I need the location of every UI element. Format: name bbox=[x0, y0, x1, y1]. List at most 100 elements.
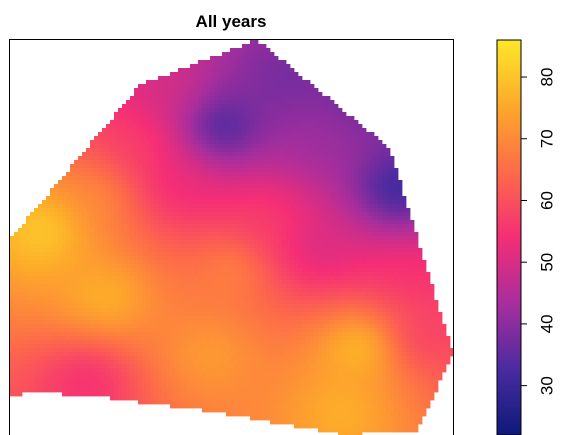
surface-cell bbox=[14, 296, 19, 301]
surface-cell bbox=[86, 208, 91, 213]
surface-cell bbox=[206, 220, 211, 225]
surface-cell bbox=[118, 132, 123, 137]
surface-cell bbox=[186, 212, 191, 217]
surface-cell bbox=[118, 128, 123, 133]
surface-cell bbox=[334, 292, 339, 297]
surface-cell bbox=[310, 148, 315, 153]
surface-cell bbox=[122, 148, 127, 153]
surface-cell bbox=[190, 96, 195, 101]
surface-cell bbox=[194, 124, 199, 129]
surface-cell bbox=[126, 208, 131, 213]
surface-cell bbox=[238, 112, 243, 117]
surface-cell bbox=[58, 248, 63, 253]
surface-cell bbox=[182, 140, 187, 145]
surface-cell bbox=[302, 300, 307, 305]
surface-cell bbox=[206, 264, 211, 269]
surface-cell bbox=[170, 72, 175, 77]
surface-cell bbox=[66, 304, 71, 309]
surface-cell bbox=[222, 104, 227, 109]
surface-cell bbox=[338, 276, 343, 281]
surface-cell bbox=[294, 280, 299, 285]
surface-cell bbox=[170, 100, 175, 105]
surface-cell bbox=[34, 264, 39, 269]
surface-cell bbox=[190, 304, 195, 309]
surface-cell bbox=[142, 168, 147, 173]
surface-cell bbox=[146, 168, 151, 173]
surface-cell bbox=[102, 220, 107, 225]
surface-cell bbox=[306, 140, 311, 145]
surface-cell bbox=[170, 200, 175, 205]
surface-cell bbox=[78, 180, 83, 185]
surface-cell bbox=[354, 244, 359, 249]
surface-cell bbox=[146, 80, 151, 85]
surface-cell bbox=[146, 264, 151, 269]
surface-cell bbox=[266, 212, 271, 217]
surface-cell bbox=[394, 248, 399, 253]
surface-cell bbox=[282, 248, 287, 253]
surface-cell bbox=[170, 168, 175, 173]
surface-cell bbox=[362, 132, 367, 137]
surface-cell bbox=[66, 248, 71, 253]
surface-cell bbox=[294, 176, 299, 181]
surface-cell bbox=[150, 124, 155, 129]
surface-cell bbox=[334, 136, 339, 141]
surface-cell bbox=[206, 184, 211, 189]
surface-cell bbox=[414, 248, 419, 253]
surface-cell bbox=[258, 180, 263, 185]
surface-cell bbox=[258, 204, 263, 209]
surface-cell bbox=[114, 112, 119, 117]
surface-cell bbox=[174, 236, 179, 241]
surface-cell bbox=[182, 88, 187, 93]
surface-cell bbox=[54, 276, 59, 281]
surface-cell bbox=[222, 248, 227, 253]
surface-cell bbox=[350, 240, 355, 245]
surface-cell bbox=[222, 164, 227, 169]
surface-cell bbox=[14, 240, 19, 245]
surface-cell bbox=[238, 172, 243, 177]
surface-cell bbox=[270, 116, 275, 121]
surface-cell bbox=[194, 120, 199, 125]
surface-cell bbox=[178, 272, 183, 277]
surface-cell bbox=[362, 220, 367, 225]
surface-cell bbox=[258, 144, 263, 149]
surface-cell bbox=[266, 76, 271, 81]
surface-cell bbox=[326, 96, 331, 101]
surface-cell bbox=[50, 220, 55, 225]
surface-cell bbox=[154, 136, 159, 141]
surface-cell bbox=[346, 284, 351, 289]
surface-cell bbox=[102, 180, 107, 185]
surface-cell bbox=[322, 268, 327, 273]
surface-cell bbox=[186, 288, 191, 293]
surface-cell bbox=[326, 284, 331, 289]
surface-cell bbox=[194, 268, 199, 273]
surface-cell bbox=[162, 168, 167, 173]
surface-cell bbox=[202, 216, 207, 221]
surface-cell bbox=[142, 296, 147, 301]
surface-cell bbox=[334, 268, 339, 273]
surface-cell bbox=[330, 300, 335, 305]
surface-cell bbox=[122, 260, 127, 265]
surface-cell bbox=[202, 76, 207, 81]
surface-cell bbox=[262, 128, 267, 133]
surface-cell bbox=[298, 276, 303, 281]
surface-cell bbox=[250, 164, 255, 169]
surface-cell bbox=[290, 112, 295, 117]
surface-cell bbox=[54, 216, 59, 221]
surface-cell bbox=[234, 172, 239, 177]
surface-cell bbox=[246, 256, 251, 261]
surface-cell bbox=[90, 220, 95, 225]
surface-cell bbox=[178, 268, 183, 273]
surface-cell bbox=[226, 132, 231, 137]
surface-cell bbox=[106, 172, 111, 177]
surface-cell bbox=[322, 144, 327, 149]
surface-cell bbox=[258, 160, 263, 165]
surface-cell bbox=[254, 236, 259, 241]
surface-cell bbox=[70, 208, 75, 213]
surface-cell bbox=[198, 204, 203, 209]
surface-cell bbox=[246, 108, 251, 113]
surface-cell bbox=[258, 140, 263, 145]
surface-cell bbox=[242, 104, 247, 109]
surface-cell bbox=[282, 136, 287, 141]
surface-cell bbox=[310, 192, 315, 197]
surface-cell bbox=[338, 252, 343, 257]
